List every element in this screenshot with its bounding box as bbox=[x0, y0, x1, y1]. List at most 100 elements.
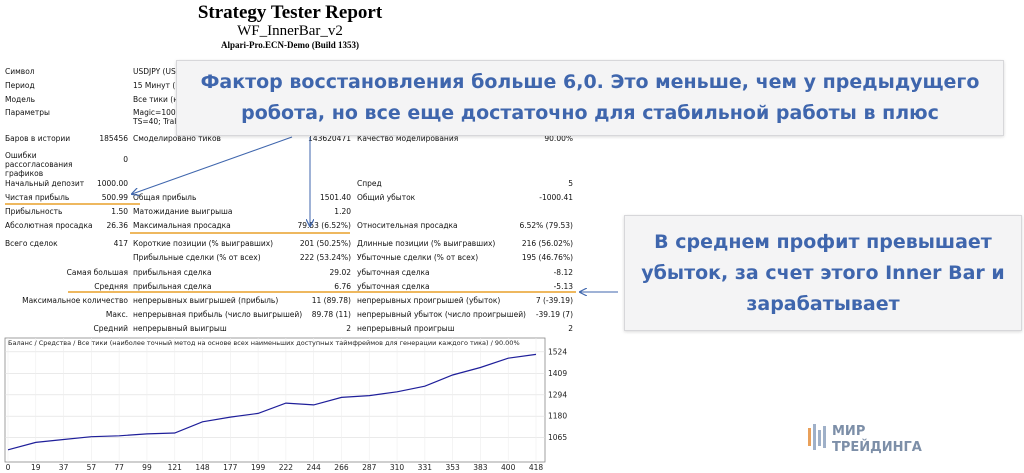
row-value: -5.13 bbox=[553, 282, 573, 291]
row-value: 500.99 bbox=[101, 193, 128, 202]
x-tick-label: 57 bbox=[87, 463, 97, 472]
row-value: 1501.40 bbox=[319, 193, 351, 202]
row-value: 5 bbox=[568, 179, 573, 188]
row-value: 79.53 (6.52%) bbox=[297, 221, 351, 230]
logo-text: ТРЕЙДИНГА bbox=[832, 440, 922, 455]
row-value: 1000.00 bbox=[96, 179, 128, 188]
row-value: 26.36 bbox=[106, 221, 128, 230]
x-tick-label: 19 bbox=[31, 463, 41, 472]
x-tick-label: 287 bbox=[362, 463, 377, 472]
expert-name: WF_InnerBar_v2 bbox=[237, 23, 343, 39]
row-label: непрерывная прибыль (число выигрышей) bbox=[133, 310, 303, 319]
x-tick-label: 121 bbox=[168, 463, 183, 472]
row-value: 222 (53.24%) bbox=[299, 253, 351, 262]
row-value: 1.20 bbox=[334, 207, 351, 216]
row-label: Общий убыток bbox=[357, 193, 416, 202]
row-label: Общая прибыль bbox=[133, 193, 197, 202]
row-label: Начальный депозит bbox=[5, 179, 85, 188]
x-tick-label: 199 bbox=[251, 463, 266, 472]
y-tick-label: 1065 bbox=[548, 433, 567, 442]
row-label: Прибыльность bbox=[5, 207, 63, 216]
row-label: непрерывных проигрышей (убыток) bbox=[357, 296, 501, 305]
row-label: Максимальная просадка bbox=[133, 221, 231, 230]
chart-frame bbox=[4, 337, 546, 463]
row-label: Период bbox=[5, 81, 35, 90]
row-value: 1.50 bbox=[111, 207, 128, 216]
row-label: Средний bbox=[93, 324, 128, 333]
row-label: Прибыльные сделки (% от всех) bbox=[133, 253, 261, 262]
row-label: Относительная просадка bbox=[357, 221, 458, 230]
y-tick-label: 1294 bbox=[548, 390, 567, 399]
row-label: Качество моделирования bbox=[357, 134, 459, 143]
x-tick-label: 310 bbox=[390, 463, 405, 472]
server-name: Alpari-Pro.ECN-Demo (Build 1353) bbox=[220, 40, 360, 50]
row-value: USDJPY (US bbox=[133, 67, 176, 76]
row-label: Ошибки рассогласования графиков bbox=[5, 151, 73, 178]
row-value: 29.02 bbox=[329, 268, 351, 277]
x-tick-label: 99 bbox=[142, 463, 152, 472]
row-value: 11 (89.78) bbox=[311, 296, 351, 305]
row-label: Самая большая bbox=[66, 268, 128, 277]
row-value: 2 bbox=[346, 324, 351, 333]
row-label: Баров в истории bbox=[5, 134, 71, 143]
row-value: 7 (-39.19) bbox=[535, 296, 573, 305]
row-label: Макс. bbox=[105, 310, 128, 319]
row-label: непрерывный выигрыш bbox=[133, 324, 227, 333]
row-label: непрерывных выигрышей (прибыль) bbox=[133, 296, 279, 305]
row-value: 185456 bbox=[99, 134, 128, 143]
x-tick-label: 77 bbox=[114, 463, 124, 472]
row-label: Символ bbox=[5, 67, 35, 76]
row-value: 417 bbox=[113, 239, 128, 248]
row-label: Параметры bbox=[5, 108, 50, 117]
row-label: непрерывный убыток (число проигрышей) bbox=[357, 310, 526, 319]
row-label: Короткие позиции (% выигравших) bbox=[133, 239, 274, 248]
x-tick-label: 0 bbox=[6, 463, 11, 472]
arrow bbox=[132, 136, 293, 194]
row-value: 201 (50.25%) bbox=[299, 239, 351, 248]
row-label: Длинные позиции (% выигравших) bbox=[357, 239, 496, 248]
chart-title: Баланс / Средства / Все тики (наиболее т… bbox=[8, 339, 520, 347]
row-label: Модель bbox=[5, 95, 36, 104]
row-label: убыточная сделка bbox=[357, 268, 430, 277]
row-value: 2 bbox=[568, 324, 573, 333]
row-value: Все тики (н bbox=[133, 95, 179, 104]
row-label: непрерывный проигрыш bbox=[357, 324, 455, 333]
y-tick-label: 1409 bbox=[548, 369, 567, 378]
logo-icon bbox=[808, 424, 826, 450]
x-tick-label: 37 bbox=[59, 463, 69, 472]
row-label: Средняя bbox=[94, 282, 128, 291]
x-tick-label: 148 bbox=[195, 463, 210, 472]
x-tick-label: 266 bbox=[334, 463, 349, 472]
row-value: 6.76 bbox=[334, 282, 351, 291]
row-value: 143620471 bbox=[308, 134, 351, 143]
x-tick-label: 383 bbox=[473, 463, 488, 472]
row-label: Максимальное количество bbox=[22, 296, 128, 305]
row-value: 195 (46.76%) bbox=[521, 253, 573, 262]
logo-text: МИР bbox=[832, 424, 866, 439]
row-value: 216 (56.02%) bbox=[521, 239, 573, 248]
x-tick-label: 244 bbox=[307, 463, 322, 472]
row-value: 6.52% (79.53) bbox=[519, 221, 573, 230]
callout: Фактор восстановления больше 6,0. Это ме… bbox=[176, 60, 1004, 136]
row-value: 0 bbox=[123, 155, 128, 164]
y-tick-label: 1524 bbox=[548, 347, 567, 356]
row-label: Матожидание выигрыша bbox=[133, 207, 233, 216]
x-tick-label: 418 bbox=[529, 463, 544, 472]
row-value: 89.78 (11) bbox=[311, 310, 351, 319]
callout: В среднем профит превышает убыток, за сч… bbox=[624, 215, 1022, 331]
row-label: убыточная сделка bbox=[357, 282, 430, 291]
row-value: -1000.41 bbox=[539, 193, 573, 202]
row-label: Чистая прибыль bbox=[5, 193, 70, 202]
row-label: Смоделировано тиков bbox=[133, 134, 221, 143]
row-value: -8.12 bbox=[553, 268, 573, 277]
x-tick-label: 331 bbox=[418, 463, 433, 472]
row-label: Убыточные сделки (% от всех) bbox=[357, 253, 479, 262]
row-label: Всего сделок bbox=[5, 239, 58, 248]
report-title: Strategy Tester Report bbox=[197, 2, 383, 23]
y-tick-label: 1180 bbox=[548, 412, 567, 421]
row-label: Спред bbox=[357, 179, 382, 188]
row-value: -39.19 (7) bbox=[535, 310, 573, 319]
x-tick-label: 400 bbox=[501, 463, 516, 472]
